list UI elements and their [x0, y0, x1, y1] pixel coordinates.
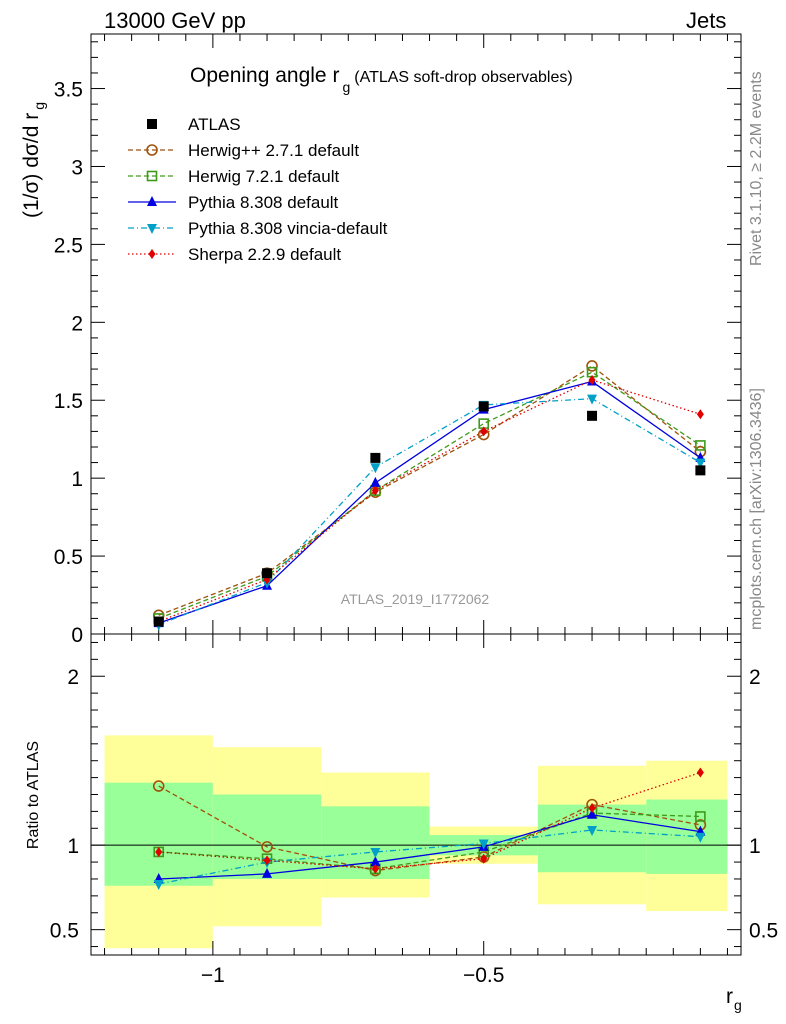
- marker-diamond: [155, 846, 163, 857]
- ratio-y-tick-label: 0.5: [50, 920, 79, 943]
- marker-triangle-down: [695, 458, 706, 469]
- axis-ticks: [91, 34, 741, 955]
- y-tick-label: 3: [71, 156, 83, 179]
- marker-triangle-down: [478, 839, 489, 850]
- legend-label: ATLAS: [188, 115, 241, 134]
- y-tick-label: 1.5: [54, 390, 83, 413]
- y-axis-label: (1/σ) dσ/d rg: [20, 102, 47, 218]
- y-tick-label: 1: [71, 468, 83, 491]
- model-curves: [152, 360, 707, 891]
- marker-square: [587, 410, 598, 421]
- marker-square-open: [695, 811, 706, 822]
- ratio-curve: [158, 814, 701, 880]
- marker-triangle-down: [695, 832, 706, 843]
- marker-triangle-up: [262, 867, 273, 878]
- main-curve: [158, 398, 701, 626]
- y-tick-label: 3.5: [54, 79, 83, 102]
- marker-diamond: [371, 485, 379, 496]
- ratio-curve: [158, 829, 701, 885]
- marker-triangle-up: [587, 808, 598, 819]
- marker-diamond: [263, 855, 271, 866]
- y-tick-label: 2.5: [54, 234, 83, 257]
- legend: ATLAS Herwig++ 2.7.1 default Herwig 7.2.1 …: [128, 115, 388, 264]
- marker-square: [478, 401, 489, 412]
- marker-circle: [146, 144, 158, 156]
- ratio-curve: [158, 785, 701, 872]
- marker-diamond: [696, 767, 704, 778]
- marker-diamond: [588, 374, 596, 385]
- legend-label: Pythia 8.308 default: [188, 193, 339, 212]
- header-left: 13000 GeV pp: [104, 8, 246, 33]
- ratio-y-tick-label: 1: [67, 835, 79, 858]
- marker-square: [153, 616, 164, 627]
- marker-triangle-down: [370, 847, 381, 858]
- band-1sigma: [104, 782, 213, 886]
- marker-diamond: [588, 803, 596, 814]
- uncertainty-bands: [104, 735, 728, 949]
- marker-diamond: [480, 426, 488, 437]
- marker-square: [147, 119, 157, 129]
- marker-square: [695, 465, 706, 476]
- ratio-y-tick-label-right: 0.5: [749, 920, 778, 943]
- main-curve: [158, 379, 701, 623]
- marker-triangle-down: [587, 394, 598, 405]
- analysis-watermark: ATLAS_2019_I1772062: [341, 591, 490, 607]
- chart-title: Opening angle r g(ATLAS soft-drop observa…: [190, 64, 573, 95]
- marker-triangle-down: [153, 880, 164, 891]
- marker-diamond: [696, 409, 704, 420]
- marker-circle: [152, 780, 165, 792]
- marker-square: [370, 452, 381, 463]
- marker-square-open: [146, 170, 158, 182]
- ratio-y-tick-label-right: 1: [749, 835, 761, 858]
- x-tick-label: −0.5: [463, 964, 504, 987]
- marker-triangle-down: [587, 825, 598, 836]
- ratio-y-tick-label: 2: [67, 666, 79, 689]
- marker-square-open: [695, 440, 706, 451]
- y-tick-label: 0.5: [54, 546, 83, 569]
- ratio-axis-label: Ratio to ATLAS: [25, 741, 42, 849]
- ratio-curve: [158, 812, 701, 870]
- main-curve: [158, 365, 701, 616]
- y-tick-label: 0: [71, 624, 83, 647]
- x-axis-label: rg: [726, 985, 742, 1013]
- marker-triangle-down: [370, 463, 381, 474]
- x-tick-label: −1: [201, 964, 225, 987]
- marker-triangle-up: [147, 196, 157, 206]
- legend-label: Sherpa 2.2.9 default: [188, 245, 341, 264]
- legend-label: Pythia 8.308 vincia-default: [188, 219, 388, 238]
- ratio-curve: [158, 771, 701, 870]
- marker-triangle-down: [147, 224, 157, 234]
- marker-diamond: [371, 863, 379, 874]
- marker-square: [262, 568, 273, 579]
- ratio-y-tick-label-right: 2: [749, 666, 761, 689]
- marker-triangle-up: [370, 856, 381, 867]
- marker-triangle-up: [370, 476, 381, 487]
- legend-label: Herwig++ 2.7.1 default: [188, 141, 359, 160]
- marker-circle: [586, 360, 598, 372]
- marker-circle: [261, 841, 273, 853]
- main-curve: [158, 371, 701, 620]
- header-right: Jets: [686, 8, 727, 33]
- marker-diamond: [148, 249, 156, 259]
- marker-diamond: [480, 853, 488, 864]
- main-curve: [158, 380, 701, 624]
- band-1sigma: [646, 799, 728, 874]
- axis-labels: −1 −0.5 0 0.5 1 1.5 2 2.5 3 3.5 0.5 0.5 1 1 2 2 Opening …: [20, 64, 778, 1013]
- y-tick-label: 2: [71, 312, 83, 335]
- legend-label: Herwig 7.2.1 default: [188, 167, 339, 186]
